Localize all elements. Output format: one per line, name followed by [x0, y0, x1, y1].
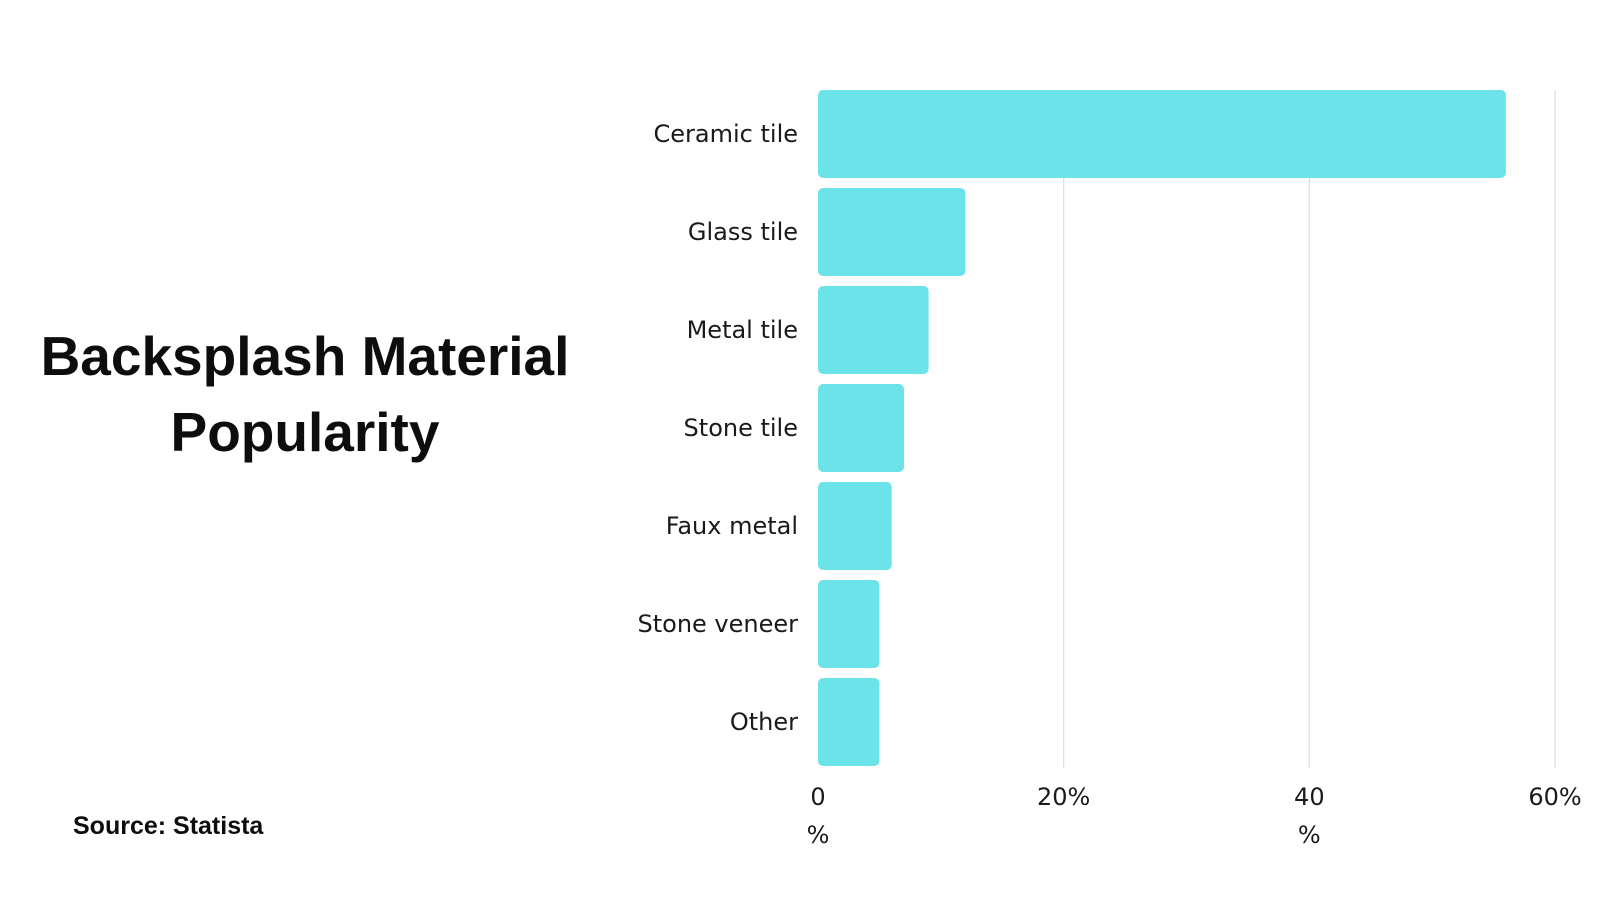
category-label-stone-veneer: Stone veneer [637, 610, 798, 638]
x-tick-label-0: 0% [807, 783, 830, 849]
category-label-metal-tile: Metal tile [687, 316, 798, 344]
bar-stone-veneer [818, 580, 880, 668]
bar-ceramic-tile [818, 90, 1506, 178]
category-label-faux-metal: Faux metal [666, 512, 798, 540]
x-tick-layer: 0 % 20% 40 % 60% [807, 783, 1582, 849]
category-label-other: Other [730, 708, 798, 736]
bar-metal-tile [818, 286, 929, 374]
source-note: Source: Statista [73, 812, 264, 840]
chart-title-line-2: Popularity [170, 401, 440, 463]
bar-other [818, 678, 880, 766]
bar-layer [818, 90, 1506, 766]
bar-glass-tile [818, 188, 966, 276]
x-tick-label-40: 40% [1294, 783, 1325, 849]
category-label-ceramic-tile: Ceramic tile [654, 120, 798, 148]
x-tick-label-20: 20% [1037, 783, 1090, 811]
category-label-stone-tile: Stone tile [684, 414, 798, 442]
chart-title-line-1: Backsplash Material [40, 325, 570, 387]
category-label-layer: Ceramic tile Glass tile Metal tile Stone ti… [637, 120, 798, 736]
category-label-glass-tile: Glass tile [688, 218, 798, 246]
x-tick-label-60: 60% [1528, 783, 1581, 811]
bar-faux-metal [818, 482, 892, 570]
bar-stone-tile [818, 384, 904, 472]
chart-title: Backsplash Material Popularity [10, 318, 600, 470]
grid-layer [1063, 90, 1556, 768]
